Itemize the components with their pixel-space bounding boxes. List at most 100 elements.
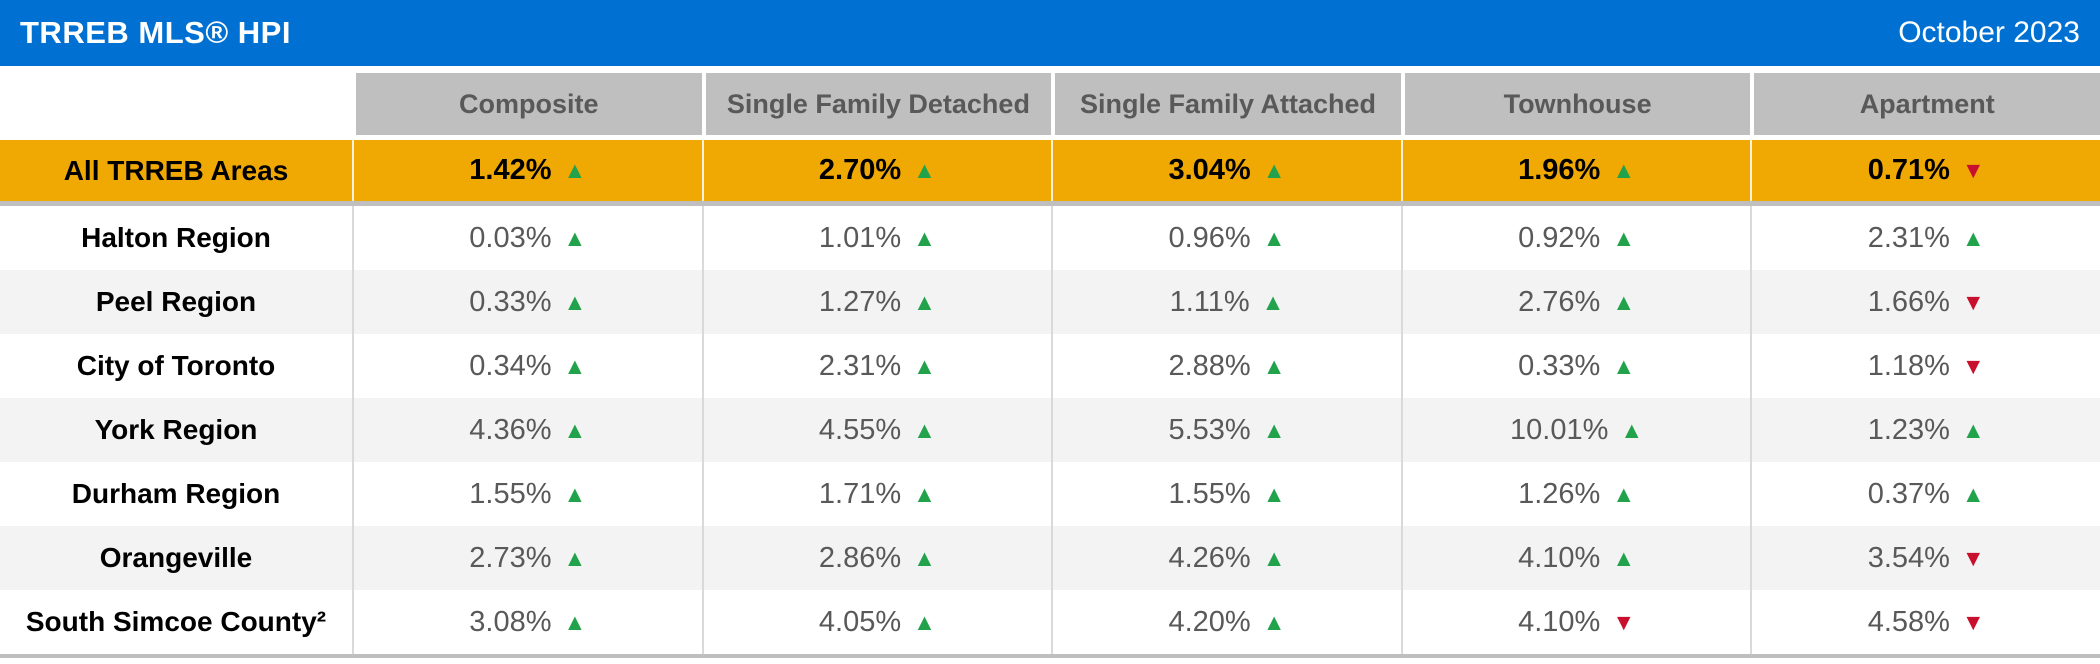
table-row: All TRREB Areas 1.42% ▲ 2.70% ▲ 3.04% ▲ 1.96% ▲ 0… (0, 140, 2100, 206)
trend-down-icon: ▼ (1612, 608, 1636, 635)
hpi-value: 2.70% (818, 154, 902, 186)
hpi-value: 3.04% (1168, 154, 1251, 186)
hpi-value: 1.18% (1867, 349, 1950, 382)
hpi-value: 1.96% (1518, 154, 1601, 186)
hpi-value: 4.26% (1168, 541, 1251, 574)
column-header-label: Single Family Attached (1079, 88, 1377, 119)
trend-down-icon: ▼ (1961, 288, 1985, 315)
trend-down-icon: ▼ (1961, 544, 1985, 571)
trend-up-icon: ▲ (563, 544, 587, 571)
hpi-value: 0.37% (1867, 477, 1950, 510)
hpi-cell: 1.55% ▲ (352, 462, 702, 526)
trend-up-icon: ▲ (1612, 288, 1636, 315)
hpi-cell: 2.86% ▲ (701, 526, 1052, 590)
hpi-value: 1.27% (818, 285, 902, 318)
hpi-cell: 0.71% ▼ (1750, 140, 2100, 201)
column-header-single-family-attached: Single Family Attached (1051, 73, 1401, 135)
trend-up-icon: ▲ (1261, 288, 1285, 315)
hpi-value: 4.10% (1518, 541, 1601, 574)
trend-up-icon: ▲ (913, 544, 936, 571)
hpi-cell: 2.31% ▲ (1750, 206, 2100, 270)
hpi-value: 2.86% (818, 541, 902, 574)
hpi-value: 1.71% (818, 477, 902, 510)
hpi-value: 1.42% (469, 154, 552, 186)
hpi-cell: 4.20% ▲ (1051, 590, 1401, 654)
hpi-cell: 2.70% ▲ (701, 140, 1052, 201)
title-bar: TRREB MLS® HPI October 2023 (0, 0, 2100, 66)
hpi-cell: 0.33% ▲ (352, 270, 702, 334)
hpi-cell: 4.10% ▼ (1400, 590, 1751, 654)
hpi-value: 0.34% (469, 349, 552, 382)
column-header-single-family-detached: Single Family Detached (701, 73, 1052, 135)
trend-down-icon: ▼ (1961, 157, 1985, 183)
hpi-cell: 1.23% ▲ (1750, 398, 2100, 462)
column-header-label: Single Family Detached (726, 88, 1030, 119)
trend-up-icon: ▲ (1262, 608, 1286, 635)
hpi-value: 4.10% (1518, 605, 1601, 638)
hpi-value: 1.55% (1168, 477, 1251, 510)
hpi-value: 1.01% (818, 221, 902, 254)
hpi-cell: 3.54% ▼ (1750, 526, 2100, 590)
trend-up-icon: ▲ (1262, 352, 1286, 379)
hpi-cell: 4.26% ▲ (1051, 526, 1401, 590)
trend-up-icon: ▲ (1612, 544, 1636, 571)
trend-up-icon: ▲ (1620, 416, 1644, 443)
hpi-value: 1.23% (1867, 413, 1950, 446)
header-corner-cell (0, 73, 352, 135)
hpi-value: 0.03% (469, 221, 552, 254)
row-label: All TRREB Areas (63, 154, 289, 186)
hpi-value: 0.71% (1867, 154, 1950, 186)
trend-up-icon: ▲ (563, 288, 587, 315)
trend-up-icon: ▲ (563, 224, 587, 251)
report-title: TRREB MLS® HPI (20, 15, 291, 50)
hpi-value: 1.11% (1169, 285, 1250, 318)
hpi-value: 4.36% (469, 413, 552, 446)
hpi-cell: 0.92% ▲ (1400, 206, 1751, 270)
row-label: York Region (94, 414, 258, 445)
hpi-value: 10.01% (1510, 413, 1609, 446)
trend-up-icon: ▲ (1961, 224, 1985, 251)
table-row: Orangeville 2.73% ▲ 2.86% ▲ 4.26% ▲ 4.10% ▲ 3.54%… (0, 526, 2100, 590)
row-label: Orangeville (99, 542, 253, 573)
trend-up-icon: ▲ (913, 224, 936, 251)
row-label: Halton Region (81, 222, 271, 253)
trend-up-icon: ▲ (1262, 224, 1286, 251)
table-row: City of Toronto 0.34% ▲ 2.31% ▲ 2.88% ▲ 0.33% ▲ 1… (0, 334, 2100, 398)
hpi-cell: 1.27% ▲ (701, 270, 1052, 334)
trend-up-icon: ▲ (913, 416, 936, 443)
trend-up-icon: ▲ (1612, 157, 1636, 183)
hpi-value: 0.96% (1168, 221, 1251, 254)
column-header-townhouse: Townhouse (1400, 73, 1751, 135)
column-header-label: Townhouse (1503, 88, 1652, 119)
hpi-value: 3.54% (1867, 541, 1950, 574)
hpi-cell: 1.01% ▲ (701, 206, 1052, 270)
trend-up-icon: ▲ (1612, 224, 1636, 251)
hpi-cell: 0.37% ▲ (1750, 462, 2100, 526)
hpi-cell: 0.03% ▲ (352, 206, 702, 270)
row-label: City of Toronto (76, 350, 276, 381)
table-row: Peel Region 0.33% ▲ 1.27% ▲ 1.11% ▲ 2.76% ▲ 1.66%… (0, 270, 2100, 334)
hpi-cell: 1.26% ▲ (1400, 462, 1751, 526)
hpi-cell: 4.55% ▲ (701, 398, 1052, 462)
hpi-cell: 1.96% ▲ (1400, 140, 1751, 201)
hpi-cell: 1.42% ▲ (352, 140, 702, 201)
hpi-value: 5.53% (1168, 413, 1251, 446)
hpi-cell: 10.01% ▲ (1400, 398, 1751, 462)
hpi-cell: 4.36% ▲ (352, 398, 702, 462)
report-date: October 2023 (1898, 16, 2080, 49)
hpi-value: 4.05% (818, 605, 902, 638)
hpi-cell: 1.18% ▼ (1750, 334, 2100, 398)
hpi-cell: 1.55% ▲ (1051, 462, 1401, 526)
hpi-value: 2.31% (1867, 221, 1950, 254)
trend-up-icon: ▲ (1961, 480, 1985, 507)
hpi-table: Composite Single Family Detached Single Fa… (0, 73, 2100, 658)
hpi-cell: 0.33% ▲ (1400, 334, 1751, 398)
trend-up-icon: ▲ (913, 480, 936, 507)
table-row: Halton Region 0.03% ▲ 1.01% ▲ 0.96% ▲ 0.92% ▲ 2.3… (0, 206, 2100, 270)
trend-up-icon: ▲ (1961, 416, 1985, 443)
trend-up-icon: ▲ (563, 352, 587, 379)
trend-up-icon: ▲ (563, 480, 587, 507)
hpi-value: 2.88% (1168, 349, 1251, 382)
hpi-cell: 2.76% ▲ (1400, 270, 1751, 334)
